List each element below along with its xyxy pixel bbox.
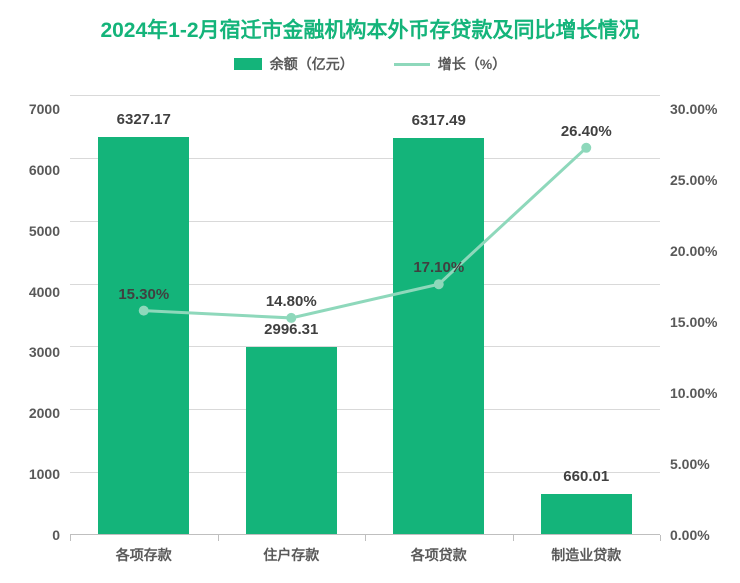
y-right-tick: 10.00% [670,386,740,400]
legend-item-bar: 余额（亿元） [234,54,354,74]
y-right-tick: 25.00% [670,173,740,187]
y-left-tick: 3000 [0,345,60,359]
y-left-tick: 6000 [0,163,60,177]
x-tick-mark [218,535,219,541]
y-axis-left: 70006000500040003000200010000 [0,95,60,535]
bar-slot: 6317.49 [365,95,513,535]
legend-swatch-bar [234,58,262,70]
y-right-tick: 5.00% [670,457,740,471]
bar: 660.01 [541,494,632,535]
y-right-tick: 30.00% [670,102,740,116]
legend-swatch-line [394,63,430,66]
line-value-label: 26.40% [561,123,612,140]
bar-slot: 660.01 [513,95,661,535]
bar-value-label: 6327.17 [117,111,171,128]
legend-item-line: 增长（%） [394,54,506,74]
legend: 余额（亿元） 增长（%） [0,54,740,74]
x-axis-label: 住户存款 [218,545,366,565]
bar-series: 6327.17 2996.31 6317.49 660.01 [70,95,660,535]
y-left-tick: 1000 [0,467,60,481]
y-axis-right: 30.00%25.00%20.00%15.00%10.00%5.00%0.00% [670,95,740,535]
line-value-label: 15.30% [118,286,169,303]
bar-slot: 6327.17 [70,95,218,535]
legend-label-bar: 余额（亿元） [270,54,354,74]
y-right-tick: 0.00% [670,528,740,542]
combo-chart: 2024年1-2月宿迁市金融机构本外币存贷款及同比增长情况 余额（亿元） 增长（… [0,0,740,583]
y-left-tick: 2000 [0,406,60,420]
plot-area: 6327.17 2996.31 6317.49 660.01 15.30% 14.80%… [70,95,660,535]
bar-value-label: 660.01 [563,468,609,485]
y-right-tick: 15.00% [670,315,740,329]
x-axis: 各项存款住户存款各项贷款制造业贷款 [70,545,660,565]
y-left-tick: 5000 [0,224,60,238]
line-value-label: 14.80% [266,293,317,310]
x-axis-label: 制造业贷款 [513,545,661,565]
bar-value-label: 2996.31 [264,321,318,338]
x-axis-label: 各项贷款 [365,545,513,565]
bar: 2996.31 [246,347,337,535]
x-tick-mark [365,535,366,541]
bar-slot: 2996.31 [218,95,366,535]
bar: 6317.49 [393,138,484,535]
y-right-tick: 20.00% [670,244,740,258]
x-tick-mark [660,535,661,541]
line-value-label: 17.10% [413,259,464,276]
baseline [70,534,660,535]
x-tick-mark [70,535,71,541]
x-tick-mark [513,535,514,541]
y-left-tick: 7000 [0,102,60,116]
legend-label-line: 增长（%） [438,54,506,74]
y-left-tick: 4000 [0,285,60,299]
bar: 6327.17 [98,137,189,535]
chart-title: 2024年1-2月宿迁市金融机构本外币存贷款及同比增长情况 [0,0,740,44]
y-left-tick: 0 [0,528,60,542]
x-axis-label: 各项存款 [70,545,218,565]
bar-value-label: 6317.49 [412,112,466,129]
